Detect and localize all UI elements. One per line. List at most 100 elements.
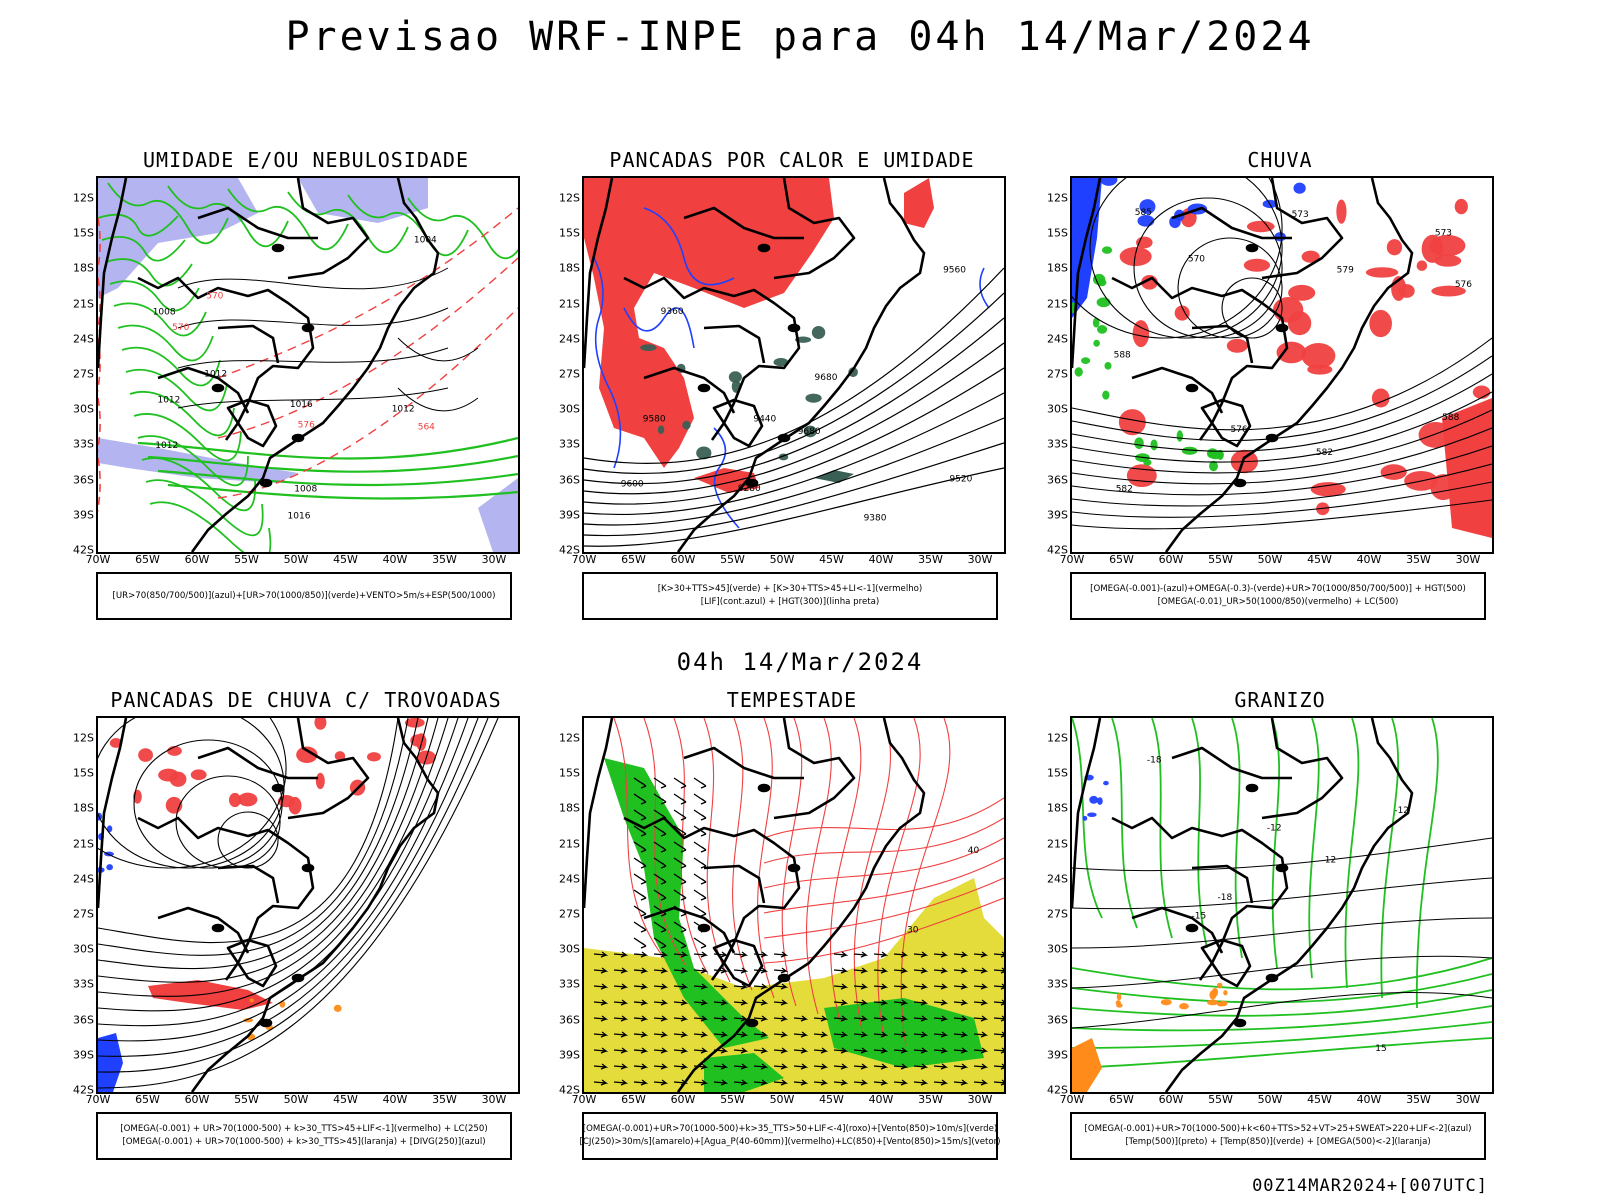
li-negative-area [584, 178, 834, 468]
latitude-tick-label: 39S [73, 508, 94, 522]
thunderstorm-red-area [228, 792, 241, 808]
latitude-tick-label: 27S [559, 367, 580, 381]
latitude-tick-label: 36S [559, 1013, 580, 1027]
contour-label: 15 [1375, 1044, 1386, 1054]
latitude-tick-label: 21S [1047, 297, 1068, 311]
panel-legend: [K>30+TTS>45](verde) + [K>30+TTS>45+LI<-… [582, 572, 998, 620]
pressure-contour [177, 307, 449, 329]
longitude-tick-label: 55W [1208, 1093, 1233, 1106]
humidity-1000-contour [227, 188, 349, 251]
hgt-300-contour [584, 367, 1004, 505]
longitude-tick-label: 35W [918, 553, 943, 566]
streamline-850 [763, 817, 1004, 864]
hgt-300-contour [584, 342, 1004, 495]
map-svg: 588 588 585 582 579 576 573 570 573 576 582 [1072, 178, 1492, 552]
temp-850-contour [1344, 718, 1360, 989]
wind-850-green-area [604, 758, 769, 1048]
longitude-tick-label: 45W [1307, 1093, 1332, 1106]
contour-label: 9520 [949, 474, 972, 484]
streamline-250 [98, 718, 409, 956]
temp-850-contour [1308, 718, 1320, 979]
thickness-contour [98, 277, 101, 333]
omega-rain-area [1288, 284, 1316, 301]
streamline-250 [98, 718, 429, 983]
latitude-tick-label: 15S [559, 226, 580, 240]
panel-title: CHUVA [1247, 148, 1313, 172]
contour-label: -12 [1267, 823, 1282, 833]
contour-label: 9680 [815, 373, 838, 383]
omega-green-area [1150, 439, 1158, 451]
contour-label: 582 [1316, 448, 1333, 458]
contour-label: 585 [1135, 208, 1152, 218]
latitude-tick-label: 39S [559, 1048, 580, 1062]
longitude-tick-label: 35W [432, 1093, 457, 1106]
map-svg: 9680 9680 9580 9600 9520 9440 9380 9280 9360 9560 [584, 178, 1004, 552]
latitude-tick-label: 18S [1047, 261, 1068, 275]
longitude-tick-label: 35W [1406, 1093, 1431, 1106]
longitude-tick-label: 60W [670, 1093, 696, 1106]
divergence-blue-area [98, 812, 103, 821]
longitude-tick-label: 55W [234, 553, 259, 566]
streamline-250 [98, 718, 499, 1089]
longitude-tick-label: 40W [1356, 553, 1382, 566]
temp-850-contour [1072, 989, 1492, 1017]
temp-500-contour [1072, 837, 1492, 872]
longitude-tick-label: 65W [621, 553, 646, 566]
humidity-1000-contour [101, 236, 186, 262]
streamline-850 [877, 718, 921, 1039]
longitude-tick-label: 70W [1059, 1093, 1085, 1106]
humidity-700-shading [478, 478, 518, 552]
hgt-500-contour [1072, 178, 1283, 339]
omega-green-area [1134, 437, 1144, 450]
omega-rain-area [1365, 267, 1399, 278]
contour-label: 1012 [155, 441, 178, 451]
temp-850-contour [1072, 973, 1492, 1004]
omega-rain-area [1336, 199, 1347, 224]
omega-green-area [1217, 449, 1224, 461]
omega-green-area [1093, 339, 1100, 347]
longitude-tick-label: 65W [1109, 553, 1134, 566]
divergence-blue-area [106, 825, 113, 833]
streamline-850 [732, 718, 753, 991]
k-tts-green-area [640, 344, 657, 351]
k-tts-green-area [696, 446, 712, 460]
streamline-850 [853, 718, 892, 1031]
legend-line: [UR>70(850/700/500)](azul)+[UR>70(1000/8… [112, 590, 496, 601]
latitude-tick-label: 12S [1047, 731, 1068, 745]
run-timestamp: 00Z14MAR2024+[007UTC] [1252, 1176, 1488, 1196]
contour-label: 1008 [153, 308, 176, 318]
omega-orange-area [1115, 1000, 1121, 1006]
humidity-1000-contour [125, 368, 228, 412]
longitude-tick-label: 50W [769, 1093, 795, 1106]
longitude-tick-label: 35W [432, 553, 457, 566]
omega-orange-area [1072, 1038, 1102, 1092]
temp-850-contour [1271, 718, 1280, 969]
latitude-tick-label: 18S [1047, 801, 1068, 815]
latitude-tick-label: 33S [1047, 437, 1068, 451]
streamline-250 [98, 718, 459, 1027]
pressure-contour [177, 267, 449, 290]
omega-blue-area [1293, 182, 1306, 194]
omega-green-area [1074, 367, 1083, 377]
omega-rain-area [1174, 305, 1190, 321]
latitude-tick-label: 18S [559, 261, 580, 275]
streamline-250 [98, 718, 419, 970]
latitude-tick-label: 12S [559, 191, 580, 205]
streamline-250 [98, 718, 287, 869]
thunderstorm-red-area [109, 737, 123, 748]
contour-label: 9360 [661, 307, 684, 317]
omega-blue-area [1100, 178, 1118, 186]
contour-label: 576 [1230, 425, 1247, 435]
longitude-tick-label: 35W [918, 1093, 943, 1106]
omega-rain-area [1136, 236, 1153, 249]
streamline-850 [830, 718, 862, 1023]
contour-label: 1008 [294, 485, 317, 495]
thunderstorm-red-area [334, 751, 346, 761]
latitude-tick-label: 15S [73, 766, 94, 780]
pressure-contour [397, 337, 479, 362]
omega-rain-area [1386, 239, 1403, 256]
thunderstorm-red-area [138, 748, 153, 762]
hgt-500-contour [1072, 463, 1492, 507]
latitude-tick-label: 12S [559, 731, 580, 745]
longitude-tick-label: 50W [283, 553, 309, 566]
